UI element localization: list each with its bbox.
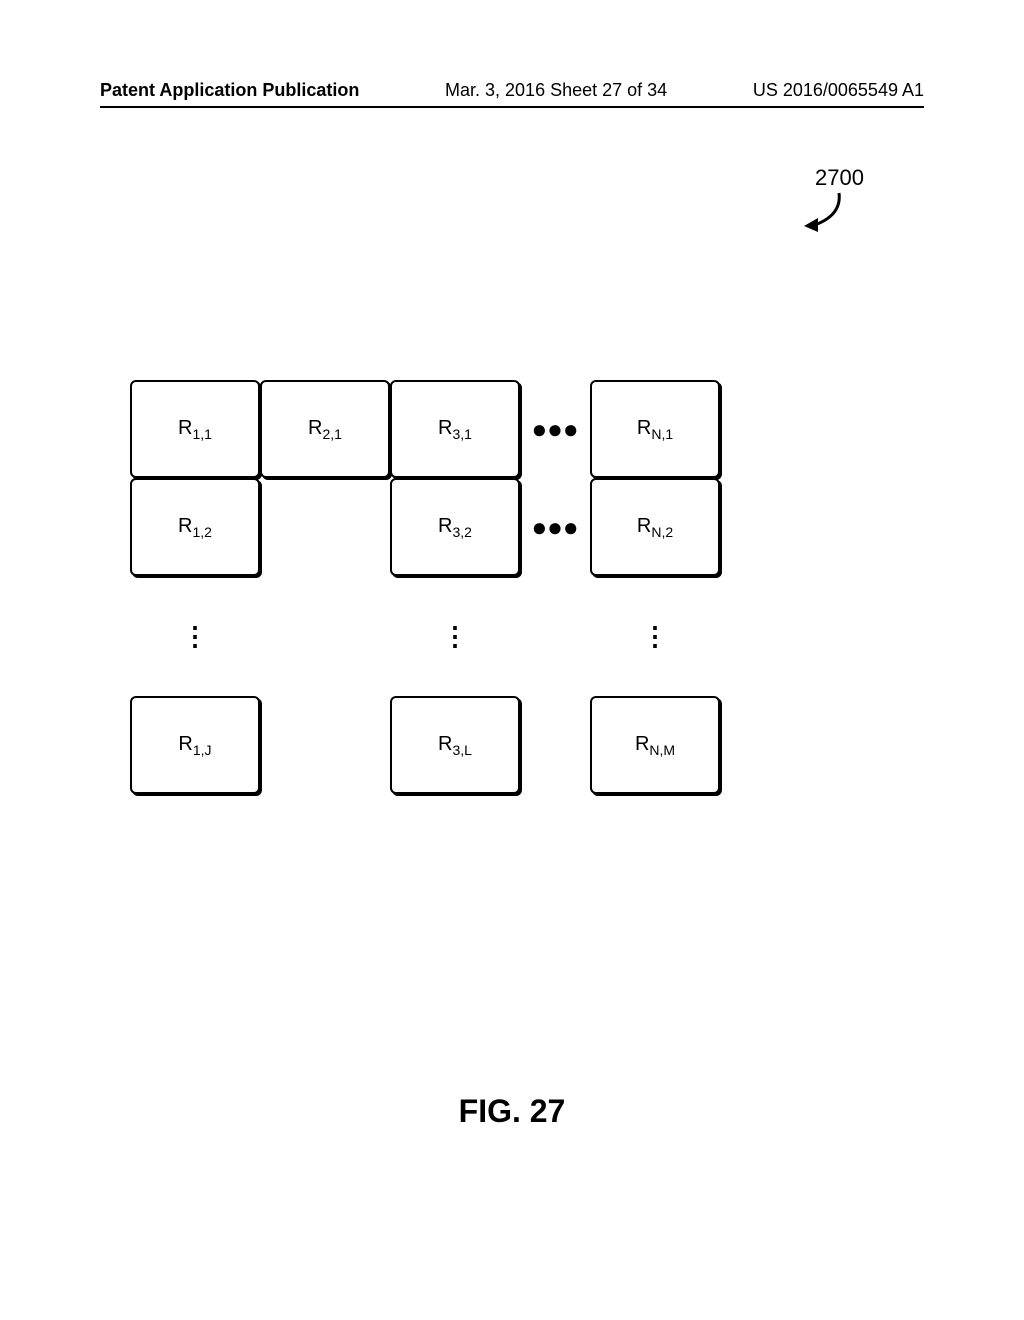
vdots: ⋮ bbox=[390, 596, 520, 676]
header-rule bbox=[100, 106, 924, 108]
vdots: ⋮ bbox=[130, 596, 260, 676]
matrix-row-2: R1,2 R3,2 ●●● RN,2 bbox=[130, 478, 880, 576]
cell-r31: R3,1 bbox=[390, 380, 520, 478]
cell-r11: R1,1 bbox=[130, 380, 260, 478]
cell-rn1: RN,1 bbox=[590, 380, 720, 478]
cell-empty bbox=[260, 478, 390, 576]
reference-arrow-icon bbox=[794, 188, 854, 243]
cell-empty bbox=[260, 696, 390, 794]
matrix-row-last: R1,J R3,L RN,M bbox=[130, 696, 880, 794]
cell-r21: R2,1 bbox=[260, 380, 390, 478]
hdots: ●●● bbox=[520, 380, 590, 478]
cell-empty bbox=[260, 587, 390, 685]
vdots: ⋮ bbox=[590, 596, 720, 676]
header-left: Patent Application Publication bbox=[100, 80, 359, 101]
page-header: Patent Application Publication Mar. 3, 2… bbox=[0, 80, 1024, 101]
header-center: Mar. 3, 2016 Sheet 27 of 34 bbox=[445, 80, 667, 101]
header-right: US 2016/0065549 A1 bbox=[753, 80, 924, 101]
gap bbox=[520, 587, 590, 685]
cell-r12: R1,2 bbox=[130, 478, 260, 576]
cell-r1j: R1,J bbox=[130, 696, 260, 794]
figure-caption: FIG. 27 bbox=[0, 1093, 1024, 1130]
hdots: ●●● bbox=[520, 478, 590, 576]
matrix-diagram: R1,1 R2,1 R3,1 ●●● RN,1 R1,2 R3,2 ●●● RN… bbox=[130, 380, 880, 794]
cell-r32: R3,2 bbox=[390, 478, 520, 576]
cell-rn2: RN,2 bbox=[590, 478, 720, 576]
cell-rnm: RN,M bbox=[590, 696, 720, 794]
gap bbox=[520, 696, 590, 794]
matrix-row-1: R1,1 R2,1 R3,1 ●●● RN,1 bbox=[130, 380, 880, 478]
cell-r3l: R3,L bbox=[390, 696, 520, 794]
vdots-row: ⋮ ⋮ ⋮ bbox=[130, 596, 880, 676]
